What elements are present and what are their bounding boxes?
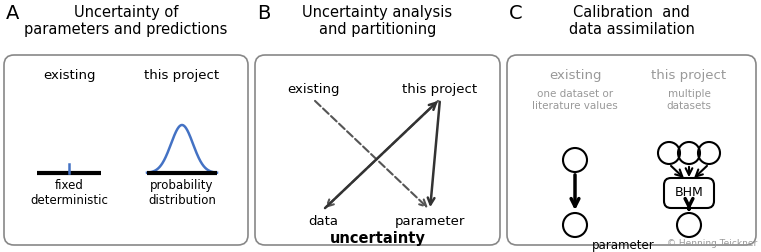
Text: fixed
deterministic: fixed deterministic [30,179,108,207]
Text: this project: this project [651,69,727,82]
Text: existing: existing [549,69,601,82]
Text: A: A [6,4,19,23]
Text: multiple
datasets: multiple datasets [667,89,712,111]
Text: © Henning Teickner: © Henning Teickner [667,239,757,248]
Text: this project: this project [403,83,478,96]
Text: Uncertainty analysis
and partitioning: Uncertainty analysis and partitioning [302,5,453,37]
Text: existing: existing [287,83,339,96]
Text: this project: this project [145,69,220,82]
Text: existing: existing [43,69,95,82]
Text: Uncertainty of
parameters and predictions: Uncertainty of parameters and prediction… [24,5,228,37]
FancyBboxPatch shape [507,55,756,245]
Text: one dataset or
literature values: one dataset or literature values [532,89,618,111]
FancyBboxPatch shape [664,178,714,208]
Text: data: data [308,215,338,228]
Text: probability
distribution: probability distribution [148,179,216,207]
FancyBboxPatch shape [255,55,500,245]
Text: B: B [257,4,270,23]
Text: C: C [509,4,523,23]
FancyBboxPatch shape [4,55,248,245]
Text: Calibration  and
data assimilation: Calibration and data assimilation [568,5,695,37]
Text: uncertainty: uncertainty [330,231,425,246]
Text: parameter: parameter [592,239,655,252]
Text: BHM: BHM [674,186,703,200]
Text: parameter: parameter [395,215,465,228]
